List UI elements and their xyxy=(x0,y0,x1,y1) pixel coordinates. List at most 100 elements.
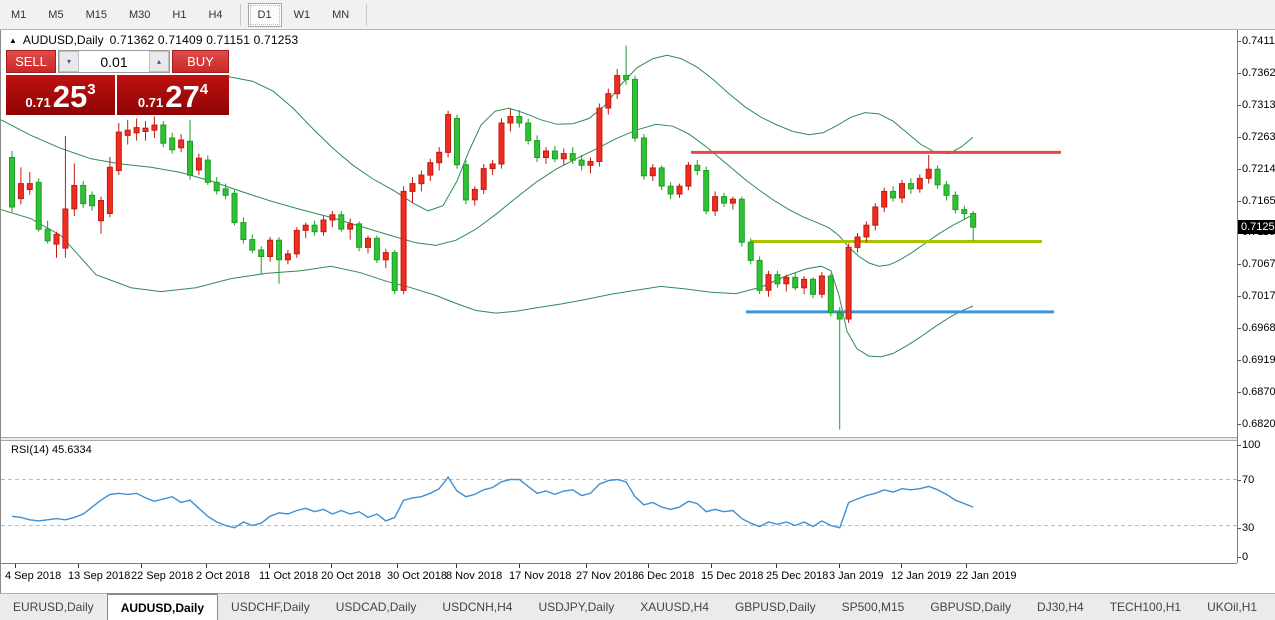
date-axis-label: 8 Nov 2018 xyxy=(446,570,503,582)
date-axis-label: 12 Jan 2019 xyxy=(891,570,952,582)
candle-body xyxy=(240,222,247,241)
candle-body xyxy=(44,228,51,242)
candle-body xyxy=(320,219,327,233)
candle-body xyxy=(907,183,914,190)
rsi-axis-label: 0 xyxy=(1236,551,1249,563)
chart-tab-audusd-1[interactable]: AUDUSD,Daily xyxy=(106,593,219,620)
date-tick xyxy=(78,564,79,568)
toolbar-separator xyxy=(239,3,241,26)
candle-body xyxy=(498,122,505,165)
candle-body xyxy=(623,75,630,80)
rsi-axis-label: 70 xyxy=(1236,474,1255,486)
candle-body xyxy=(115,131,122,171)
date-tick xyxy=(966,564,967,568)
date-axis[interactable]: 4 Sep 2018 13 Sep 2018 22 Sep 2018 2 Oct 20… xyxy=(1,563,1237,593)
timeframe-button-m15[interactable]: M15 xyxy=(85,8,107,21)
candle-body xyxy=(445,114,452,153)
candle-body xyxy=(578,159,585,166)
collapse-panel-icon[interactable]: ▲ xyxy=(9,35,17,45)
rsi-axis-label: 30 xyxy=(1236,522,1255,534)
candle-body xyxy=(685,164,692,187)
buy-price-main: 27 xyxy=(165,79,200,114)
candle-body xyxy=(365,237,371,248)
buy-button[interactable]: BUY xyxy=(172,50,229,73)
date-axis-label: 3 Jan 2019 xyxy=(829,570,884,582)
sell-price-panel[interactable]: 0.71 25 3 xyxy=(6,75,115,115)
candle-body xyxy=(373,237,380,261)
candle-body xyxy=(854,236,861,248)
volume-decrease-button[interactable]: ▾ xyxy=(59,51,79,72)
price-axis-label: 0.68200 xyxy=(1237,418,1275,430)
candle-body xyxy=(89,194,96,207)
chart-tab-ukoil-12[interactable]: UKOil,H1 xyxy=(1207,600,1258,614)
candle-body xyxy=(142,127,149,132)
candle-body xyxy=(827,275,834,313)
buy-price-pip: 4 xyxy=(199,81,209,98)
chart-tab-dj30-10[interactable]: DJ30,H4 xyxy=(1037,600,1084,614)
date-axis-label: 30 Oct 2018 xyxy=(387,570,447,582)
pane-splitter[interactable] xyxy=(1,437,1237,441)
chart-tab-gbpusd-7[interactable]: GBPUSD,Daily xyxy=(734,600,816,614)
date-axis-label: 25 Dec 2018 xyxy=(766,570,829,582)
current-price-tag: 0.71253 xyxy=(1238,219,1275,234)
chart-tab-xauusd-6[interactable]: XAUUSD,H4 xyxy=(640,600,709,614)
volume-increase-button[interactable]: ▴ xyxy=(149,51,169,72)
chart-tab-usdchf-2[interactable]: USDCHF,Daily xyxy=(231,600,310,614)
candle-body xyxy=(284,253,291,261)
chart-tab-gbpusd-9[interactable]: GBPUSD,Daily xyxy=(930,600,1012,614)
candle-body xyxy=(106,166,113,215)
timeframe-button-m1[interactable]: M1 xyxy=(11,8,27,21)
candle-body xyxy=(480,168,487,190)
candle-body xyxy=(80,185,87,205)
candle-body xyxy=(818,275,825,295)
date-axis-label: 20 Oct 2018 xyxy=(321,570,381,582)
timeframe-button-h1[interactable]: H1 xyxy=(172,8,187,21)
timeframe-button-m30[interactable]: M30 xyxy=(128,8,151,21)
candle-body xyxy=(756,259,763,291)
candle-body xyxy=(543,150,549,158)
candle-body xyxy=(26,183,33,191)
buy-price-panel[interactable]: 0.71 27 4 xyxy=(117,75,229,115)
timeframe-button-m5[interactable]: M5 xyxy=(48,8,64,21)
candle-body xyxy=(489,163,496,170)
candle-body xyxy=(195,157,202,171)
chart-tab-sp500-8[interactable]: SP500,M15 xyxy=(841,600,905,614)
chart-tab-usdjpy-5[interactable]: USDJPY,Daily xyxy=(538,600,615,614)
date-tick xyxy=(901,564,902,568)
chart-tab-tech100-11[interactable]: TECH100,H1 xyxy=(1109,600,1182,614)
candle-body xyxy=(605,93,612,109)
chart-tab-usdcad-3[interactable]: USDCAD,Daily xyxy=(335,600,417,614)
candle-body xyxy=(329,214,336,221)
candle-body xyxy=(872,206,879,226)
chart-tab-eurusd-0[interactable]: EURUSD,Daily xyxy=(13,600,94,614)
timeframe-button-h4[interactable]: H4 xyxy=(208,8,223,21)
timeframe-button-w1[interactable]: W1 xyxy=(293,8,311,21)
candle-body xyxy=(454,118,460,166)
date-axis-label: 11 Oct 2018 xyxy=(259,570,319,582)
timeframe-button-d1[interactable]: D1 xyxy=(247,2,282,27)
date-tick xyxy=(776,564,777,568)
date-tick xyxy=(397,564,398,568)
candle-body xyxy=(516,116,523,124)
rsi-indicator-pane[interactable] xyxy=(1,441,1237,563)
candle-body xyxy=(400,190,407,291)
candle-body xyxy=(801,278,808,289)
chart-tab-usdcnh-4[interactable]: USDCNH,H4 xyxy=(442,600,513,614)
timeframe-button-mn[interactable]: MN xyxy=(332,8,350,21)
candle-body xyxy=(587,160,594,166)
candle-body xyxy=(667,185,674,195)
price-chart[interactable] xyxy=(1,30,1237,437)
sell-price-pip: 3 xyxy=(87,81,96,98)
candle-body xyxy=(418,174,425,185)
candle-body xyxy=(774,274,781,285)
sell-button[interactable]: SELL xyxy=(6,50,56,73)
date-axis-label: 17 Nov 2018 xyxy=(509,570,572,582)
candle-body xyxy=(17,183,24,200)
candle-body xyxy=(391,252,398,291)
volume-input[interactable]: 0.01 xyxy=(100,53,128,70)
toolbar-separator xyxy=(366,3,368,26)
date-tick xyxy=(141,564,142,568)
candle-body xyxy=(160,124,167,144)
